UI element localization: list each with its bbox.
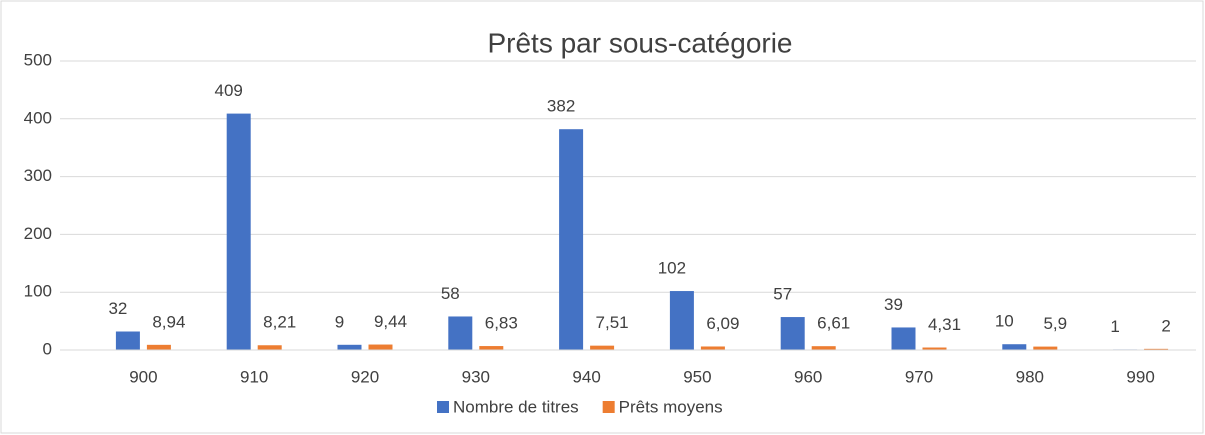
data-label: 102 — [658, 259, 686, 278]
data-label: 5,9 — [1043, 314, 1067, 333]
data-label: 6,09 — [706, 314, 739, 333]
bar — [811, 346, 836, 350]
data-label: 7,51 — [596, 313, 629, 332]
data-label: 4,31 — [928, 315, 961, 334]
legend-label: Prêts moyens — [619, 397, 723, 416]
bar — [115, 331, 140, 350]
bar — [1144, 348, 1169, 350]
y-tick-label: 200 — [24, 224, 52, 243]
bar — [922, 347, 947, 350]
legend-swatch — [437, 401, 449, 413]
data-label: 57 — [773, 285, 792, 304]
x-tick-label: 970 — [905, 367, 933, 386]
data-label: 32 — [108, 299, 127, 318]
x-tick-label: 990 — [1126, 367, 1154, 386]
bar — [257, 345, 282, 350]
data-label: 2 — [1161, 316, 1170, 335]
data-label: 39 — [884, 295, 903, 314]
y-tick-label: 0 — [43, 339, 52, 358]
legend-label: Nombre de titres — [453, 397, 579, 416]
bar — [780, 317, 805, 350]
data-label: 9 — [335, 312, 344, 331]
x-tick-label: 950 — [683, 367, 711, 386]
data-label: 8,94 — [152, 312, 185, 331]
y-tick-label: 400 — [24, 108, 52, 127]
data-label: 6,83 — [485, 314, 518, 333]
bar — [337, 344, 362, 350]
data-label: 1 — [1110, 317, 1119, 336]
legend-swatch — [602, 401, 615, 413]
bar — [146, 344, 171, 350]
bar — [700, 346, 725, 350]
bar — [559, 129, 584, 350]
y-tick-label: 100 — [24, 282, 52, 301]
bar — [1002, 344, 1027, 350]
data-label: 10 — [995, 312, 1014, 331]
y-tick-label: 500 — [24, 50, 52, 69]
data-label: 58 — [441, 284, 460, 303]
x-tick-label: 980 — [1016, 367, 1044, 386]
x-tick-label: 900 — [129, 367, 157, 386]
x-tick-label: 920 — [351, 367, 379, 386]
x-tick-label: 960 — [794, 367, 822, 386]
y-tick-label: 300 — [24, 166, 52, 185]
bar — [669, 291, 694, 350]
x-tick-label: 910 — [240, 367, 268, 386]
data-label: 8,21 — [263, 313, 296, 332]
x-tick-label: 930 — [462, 367, 490, 386]
data-label: 9,44 — [374, 312, 407, 331]
bar — [448, 316, 473, 350]
bar — [590, 345, 615, 350]
bar — [368, 344, 393, 350]
bar — [226, 113, 251, 351]
bar — [1033, 346, 1058, 350]
x-tick-label: 940 — [572, 367, 600, 386]
data-label: 409 — [215, 81, 243, 100]
data-label: 382 — [547, 97, 575, 116]
bar — [479, 346, 504, 350]
chart-title: Prêts par sous-catégorie — [487, 27, 792, 58]
bar — [891, 327, 916, 350]
data-label: 6,61 — [817, 314, 850, 333]
